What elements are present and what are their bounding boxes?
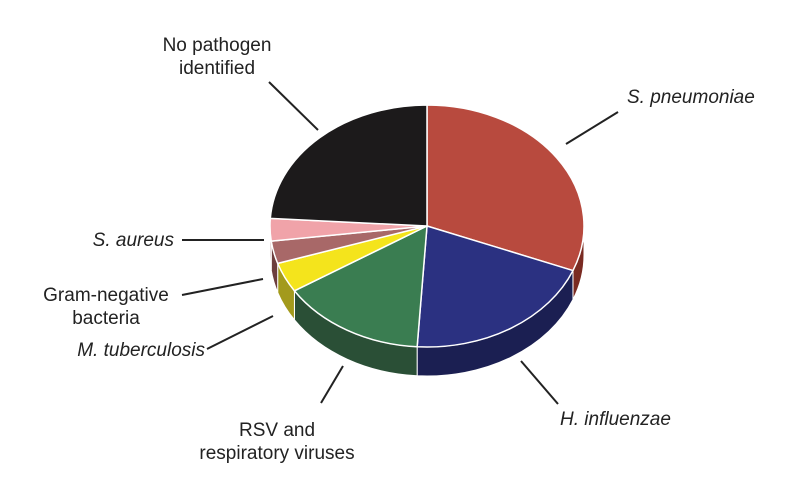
- slice-label-line: S. pneumoniae: [627, 87, 755, 108]
- slice-label-4: Gram-negative bacteria: [43, 285, 169, 329]
- leader-line-4: [181, 278, 264, 296]
- slice-label-line: Gram-negative: [43, 285, 169, 306]
- slice-label-line: S. aureus: [93, 230, 175, 251]
- leader-lines: [181, 81, 619, 405]
- slice-label-1: H. influenzae: [560, 409, 671, 430]
- slice-label-6: No pathogen identified: [163, 35, 272, 79]
- pie-slice-0: [426, 104, 585, 272]
- slice-label-line: identified: [179, 58, 255, 79]
- slice-labels: S. pneumoniae H. influenzae RSV and respira…: [43, 35, 755, 464]
- pie-slice-2: [293, 225, 428, 348]
- leader-line-6: [268, 81, 319, 131]
- pie-top-layer: [269, 104, 585, 348]
- slice-label-line: RSV and: [239, 420, 315, 441]
- slice-label-0: S. pneumoniae: [627, 87, 755, 108]
- slice-label-line: No pathogen: [163, 35, 272, 56]
- slice-label-line: respiratory viruses: [199, 443, 354, 464]
- slice-label-line: H. influenzae: [560, 409, 671, 430]
- slice-label-2: RSV and respiratory viruses: [199, 420, 354, 464]
- leader-line-0: [565, 111, 619, 145]
- pie-slice-6: [269, 104, 428, 227]
- slice-label-line: M. tuberculosis: [77, 340, 205, 361]
- leader-line-2: [320, 365, 344, 404]
- leader-line-1: [520, 360, 559, 405]
- slice-label-line: bacteria: [72, 308, 140, 329]
- slice-label-3: M. tuberculosis: [77, 340, 205, 361]
- slice-label-5: S. aureus: [93, 230, 175, 251]
- leader-line-3: [206, 315, 274, 350]
- pie-slice-1: [416, 225, 574, 348]
